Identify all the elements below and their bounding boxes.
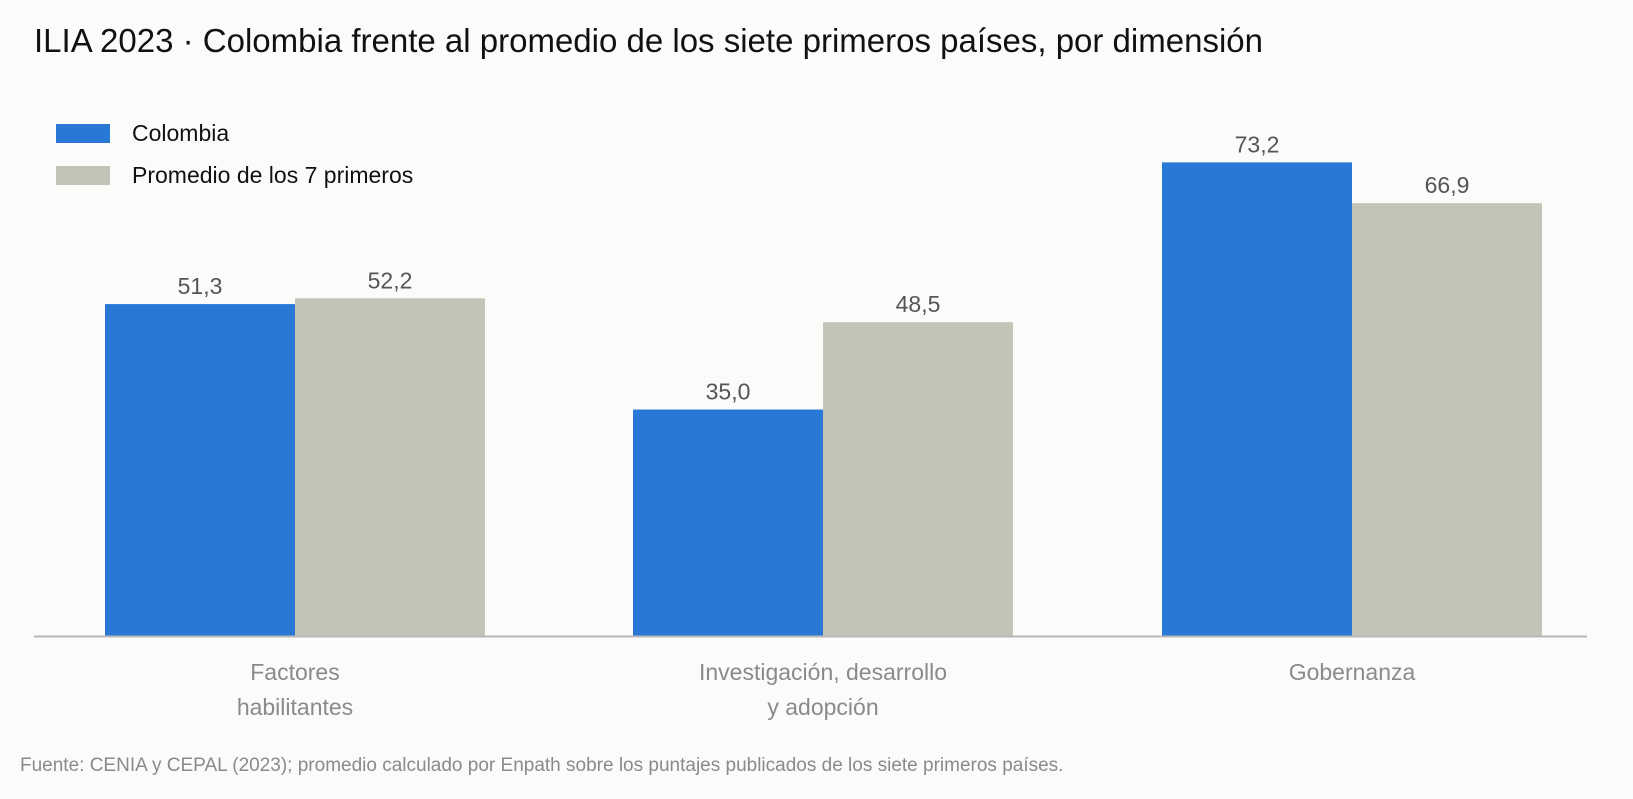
source-note: Fuente: CENIA y CEPAL (2023); promedio c…	[20, 755, 1064, 776]
value-label: 48,5	[896, 291, 941, 317]
value-label: 66,9	[1425, 172, 1470, 198]
category-label: Factores	[250, 659, 339, 685]
value-label: 51,3	[178, 273, 223, 299]
value-label: 52,2	[368, 267, 413, 293]
category-label: Investigación, desarrollo	[699, 659, 947, 685]
category-label: habilitantes	[237, 694, 353, 720]
legend: Colombia Promedio de los 7 primeros	[56, 112, 413, 196]
bar-colombia-2	[1162, 162, 1352, 636]
bar-promedio-2	[1352, 203, 1542, 637]
value-label: 73,2	[1235, 131, 1280, 157]
bar-promedio-0	[295, 298, 485, 636]
bar-colombia-1	[633, 409, 823, 636]
bar-colombia-0	[105, 304, 295, 636]
legend-item-promedio: Promedio de los 7 primeros	[56, 154, 413, 196]
legend-label-promedio: Promedio de los 7 primeros	[132, 161, 414, 188]
legend-label-colombia: Colombia	[132, 119, 230, 146]
legend-swatch-promedio	[56, 165, 110, 185]
value-label: 35,0	[706, 379, 751, 405]
category-label: y adopción	[767, 694, 878, 720]
legend-item-colombia: Colombia	[56, 112, 413, 154]
bar-promedio-1	[823, 322, 1013, 636]
chart-title: ILIA 2023 · Colombia frente al promedio …	[34, 22, 1263, 59]
legend-swatch-colombia	[56, 123, 110, 143]
category-label: Gobernanza	[1289, 659, 1416, 685]
